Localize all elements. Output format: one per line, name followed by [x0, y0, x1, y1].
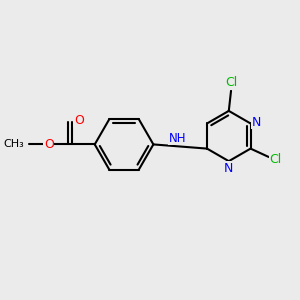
Text: O: O — [44, 138, 54, 151]
Text: N: N — [224, 162, 233, 175]
Text: CH₃: CH₃ — [3, 140, 24, 149]
Text: N: N — [252, 116, 261, 129]
Text: O: O — [74, 114, 84, 127]
Text: NH: NH — [169, 132, 186, 145]
Text: Cl: Cl — [225, 76, 237, 89]
Text: Cl: Cl — [270, 153, 282, 166]
